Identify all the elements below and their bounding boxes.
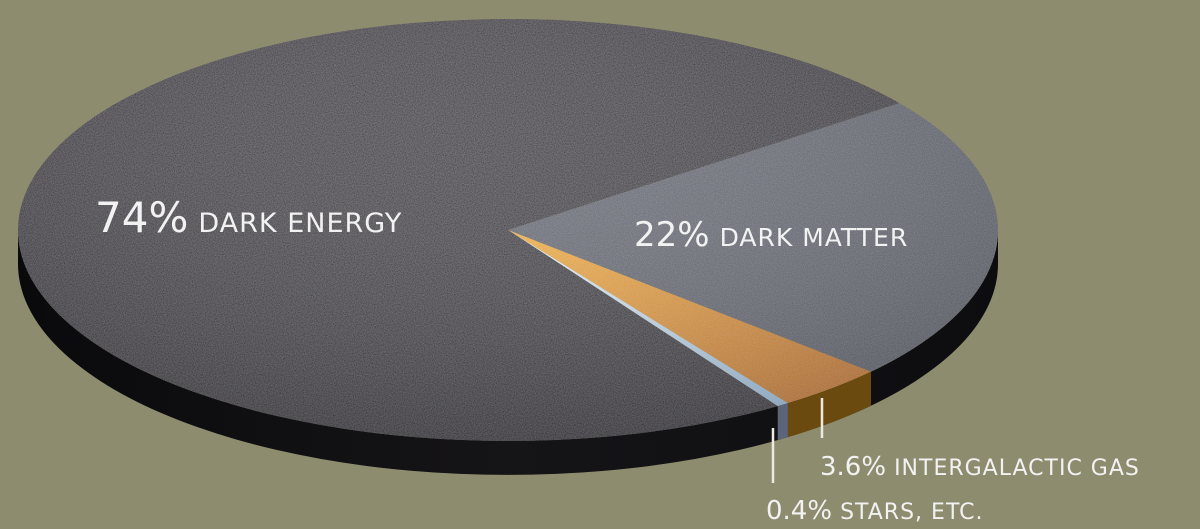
pie-top-shading — [18, 19, 998, 441]
dark-matter-label: 22% DARK MATTER — [634, 215, 908, 255]
gas-name: INTERGALACTIC GAS — [894, 456, 1140, 481]
pie-side-wall — [18, 230, 998, 475]
dark-matter-percent: 22% — [634, 215, 710, 255]
dark-energy-percent: 74% — [95, 193, 188, 242]
stars-name: STARS, ETC. — [840, 500, 983, 525]
side-band-stars — [777, 403, 788, 441]
dark-matter-name: DARK MATTER — [720, 223, 909, 252]
dark-energy-name: DARK ENERGY — [198, 208, 402, 239]
stars-percent: 0.4% — [766, 496, 832, 526]
gas-percent: 3.6% — [820, 452, 886, 482]
side-band-gas — [787, 371, 871, 438]
gas-label: 3.6% INTERGALACTIC GAS — [820, 452, 1140, 482]
dark-energy-label: 74% DARK ENERGY — [95, 193, 402, 242]
stars-label: 0.4% STARS, ETC. — [766, 496, 983, 526]
